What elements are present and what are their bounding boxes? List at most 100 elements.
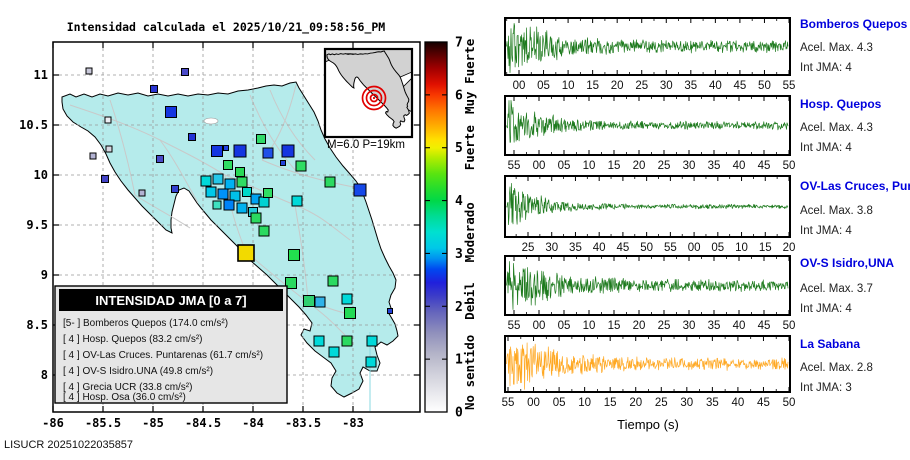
waveform-trace [506,261,789,310]
colorbar-tick-label: 2 [455,300,463,315]
station-intensity: Int JMA: 4 [800,225,852,237]
intensity-square [223,145,229,151]
wave-tick-label: 15 [608,160,621,172]
intensity-square [217,188,229,200]
station-name: La Sabana [800,337,860,351]
intensity-square [104,116,112,124]
inset-costa-rica-shape [326,50,410,129]
station-intensity: Int JMA: 4 [800,303,852,315]
intensity-square [89,152,97,160]
intensity-square [85,67,93,75]
y-tick-label: 10.5 [19,118,48,132]
x-tick-label: -85 [142,416,164,430]
station-intensity: Int JMA: 4 [800,142,852,154]
station-acel: Acel. Max. 4.3 [800,42,873,54]
intensity-square [344,307,356,319]
intensity-square [242,187,252,197]
wave-tick-label: 45 [758,160,771,172]
x-tick-label: -83.5 [285,416,321,430]
intensity-square [156,155,164,163]
intensity-square [212,200,222,210]
waveform-panel: 55 00 05 10 15 20 25 30 35 40 45 50 [504,255,795,332]
epicenter-rings-icon [361,85,387,111]
intensity-square [258,225,270,237]
station-name: OV-S Isidro,UNA [800,256,894,270]
wave-tick-label: 35 [569,242,582,254]
intensity-square [138,189,146,197]
colorbar-category-label: Moderado [462,202,477,262]
wave-tick-label: 05 [553,397,566,409]
colorbar-tick-label: 0 [455,406,463,421]
wave-tick-label: 25 [635,80,648,92]
intensity-square [224,178,236,190]
wave-tick-label: 40 [593,242,606,254]
x-tick-label: -83 [342,416,364,430]
wave-tick-label: 10 [583,160,596,172]
intensity-square [235,167,245,177]
wave-tick-label: 50 [758,80,771,92]
intensity-square [205,186,217,198]
wave-tick-label: 00 [513,80,526,92]
intensity-square [313,335,325,347]
wave-tick-label: 15 [586,80,599,92]
colorbar-category-label: No sentido [462,335,477,410]
wave-tick-label: 25 [658,320,671,332]
intensity-square [291,195,303,207]
station-acel: Acel. Max. 3.7 [800,283,873,295]
intensity-square [328,346,340,358]
road-line [109,99,136,196]
intensity-square [288,249,300,261]
intensity-square [303,295,315,307]
station-acel: Acel. Max. 4.3 [800,122,873,134]
wave-tick-label: 10 [735,242,748,254]
inset-frame [323,47,414,139]
y-tick-label: 10 [34,168,48,182]
intensity-legend: INTENSIDAD JMA [0 a 7] [5- ] Bomberos Qu… [54,285,288,404]
road-line [269,89,316,161]
x-tick-label: -86 [42,416,64,430]
y-tick-label: 9.5 [26,218,48,232]
wave-tick-label: 45 [734,80,747,92]
wave-tick-label: 25 [522,242,535,254]
intensity-square [324,176,336,188]
waveform-trace [506,183,789,226]
waveform-panels: 00 05 10 15 20 25 30 35 40 45 50 55 55 00 05 10 15 20 25 30… [502,17,795,409]
intensity-square [258,196,270,208]
intensity-square [250,212,262,224]
wave-tick-label: 10 [578,397,591,409]
wave-tick-label: 25 [655,397,668,409]
wave-tick-label: 20 [629,397,642,409]
wave-tick-label: 35 [684,80,697,92]
costa-rica-landmass [61,81,399,398]
wave-tick-label: 30 [683,160,696,172]
wave-tick-label: 00 [688,242,701,254]
station-name: OV-Las Cruces, Puntar [800,179,910,193]
intensity-square [165,106,177,118]
colorbar-category-label: Muy Fuerte [462,38,477,114]
wave-tick-label: 40 [732,397,745,409]
wave-tick-label: 20 [611,80,624,92]
y-tick-label: 8 [41,368,48,382]
waveform-panel: 25 30 35 40 45 50 55 00 05 10 15 20 [504,175,795,254]
intensity-square [236,202,248,214]
intensity-square [200,175,212,187]
wave-tick-label: 05 [558,160,571,172]
station-intensity: Int JMA: 4 [800,62,852,74]
wave-tick-label: 50 [640,242,653,254]
epicenter-rings-icon [369,93,379,103]
intensity-square [223,199,235,211]
legend-entry: [ 4 ] OV-Las Cruces. Puntarenas (61.7 cm… [63,350,263,361]
wave-tick-label: 35 [708,320,721,332]
station-name: Bomberos Quepos [800,17,908,31]
road-line [69,104,226,176]
intensity-square [341,293,353,305]
wave-tick-label: 55 [508,320,521,332]
road-line [134,194,191,229]
wave-tick-label: 40 [733,320,746,332]
magnitude-depth-label: M=6.0 P=19km [327,139,405,151]
colorbar-gradient [424,41,448,413]
intensity-square [327,275,339,287]
epicenter-rings-icon [365,89,383,107]
wave-tick-label: 00 [533,160,546,172]
